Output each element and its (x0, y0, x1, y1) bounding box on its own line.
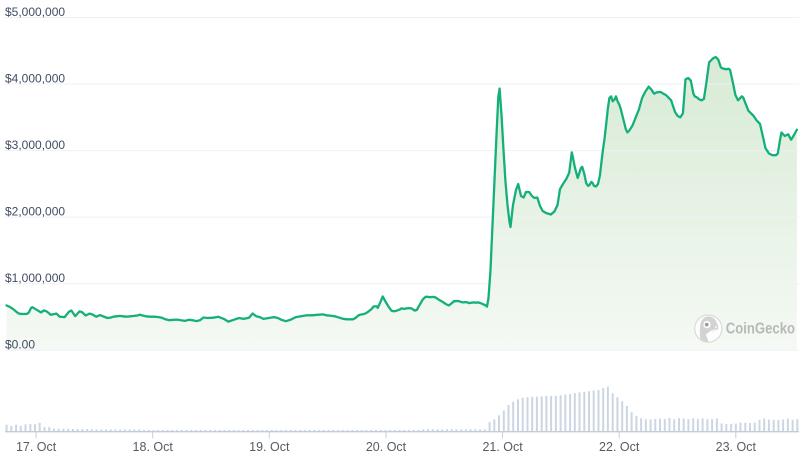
svg-text:17. Oct: 17. Oct (16, 440, 57, 454)
svg-text:$4,000,000: $4,000,000 (5, 71, 65, 85)
svg-text:19. Oct: 19. Oct (249, 440, 290, 454)
svg-text:$0.00: $0.00 (5, 338, 35, 352)
svg-text:CoinGecko: CoinGecko (726, 320, 795, 337)
svg-text:22. Oct: 22. Oct (599, 440, 640, 454)
svg-text:$1,000,000: $1,000,000 (5, 271, 65, 285)
svg-text:$3,000,000: $3,000,000 (5, 138, 65, 152)
svg-text:20. Oct: 20. Oct (366, 440, 407, 454)
svg-text:18. Oct: 18. Oct (133, 440, 174, 454)
svg-text:23. Oct: 23. Oct (716, 440, 757, 454)
svg-text:$5,000,000: $5,000,000 (5, 5, 65, 19)
svg-text:$2,000,000: $2,000,000 (5, 204, 65, 218)
svg-text:21. Oct: 21. Oct (482, 440, 523, 454)
